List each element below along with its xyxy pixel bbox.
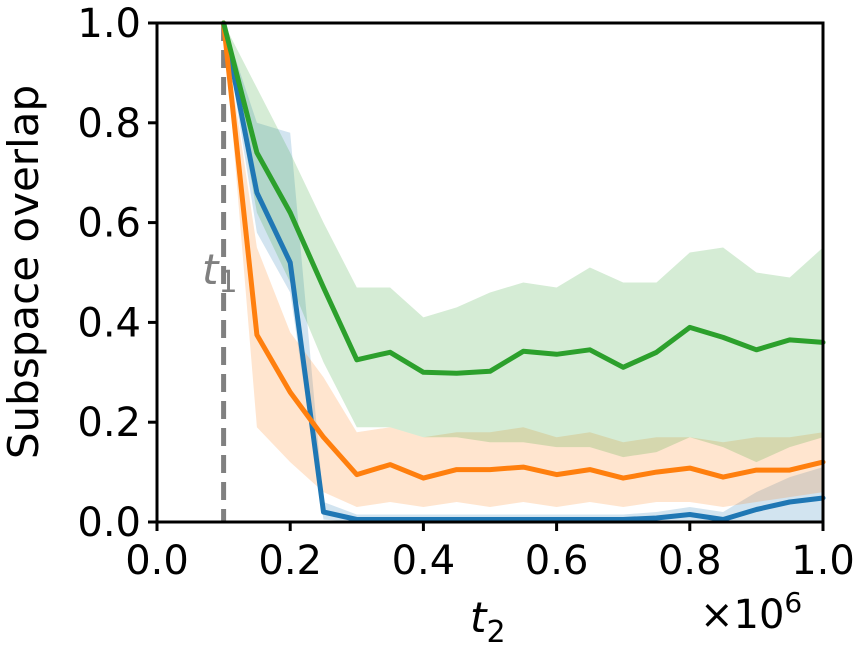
x-tick-label: 0.8 [658, 538, 722, 584]
x-axis-label-var: t [470, 593, 488, 642]
t1-label: t1 [202, 245, 238, 300]
x-axis-label: t2 [470, 593, 506, 650]
y-tick-label: 0.4 [77, 300, 141, 346]
x-tick-label: 0.2 [258, 538, 322, 584]
axis-ticks: 0.0 0.2 0.4 0.6 0.8 1.0 0.0 0.2 0.4 0.6 0.8 1.0 [77, 1, 854, 584]
series-3-line [221, 20, 826, 376]
series-2-band [223, 23, 824, 507]
x-tick-label: 0.0 [125, 538, 189, 584]
t1-label-sub: 1 [218, 265, 237, 300]
x-axis-multiplier: ×106 [700, 586, 802, 638]
y-tick-label: 0.6 [77, 201, 141, 247]
y-tick-label: 0.2 [77, 400, 141, 446]
y-tick-label: 1.0 [77, 1, 141, 47]
x-axis-multiplier-base: ×10 [700, 592, 784, 638]
x-tick-label: 0.4 [392, 538, 456, 584]
confidence-bands [223, 23, 824, 522]
series-3-band [223, 23, 824, 463]
t1-label-var: t [202, 245, 220, 294]
series-lines [221, 20, 826, 522]
y-axis-label: Subspace overlap [0, 85, 48, 459]
x-tick-label: 0.6 [525, 538, 589, 584]
x-axis-label-sub: 2 [486, 615, 505, 650]
plot-frame [155, 21, 825, 524]
y-tick-label: 0.0 [77, 500, 141, 546]
x-axis-multiplier-exp: 6 [784, 586, 802, 619]
series-1-line [221, 20, 826, 522]
series-2-line [221, 20, 826, 481]
y-tick-label: 0.8 [77, 101, 141, 147]
x-tick-label: 1.0 [791, 538, 855, 584]
